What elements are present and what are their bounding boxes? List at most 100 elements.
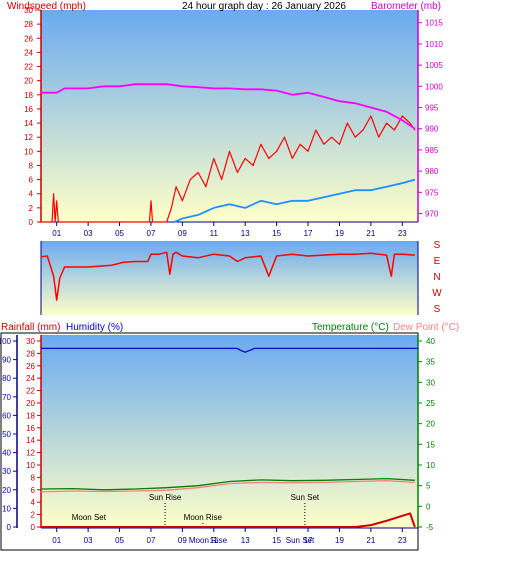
series-line-humidity <box>41 347 418 353</box>
temperature-tick-label: 20 <box>426 420 435 429</box>
direction-plot-area <box>41 241 418 315</box>
compass-labels: S E N W S <box>432 240 442 315</box>
direction-series <box>40 251 415 301</box>
rain-tick-label: 10 <box>26 461 35 470</box>
humidity-tick-label: 80 <box>2 374 11 383</box>
humidity-tick-label: 20 <box>2 486 11 495</box>
hour-tick-label: 17 <box>304 536 313 545</box>
windspeed-tick-label: 22 <box>24 63 33 72</box>
humidity-tick-label: 60 <box>2 411 11 420</box>
windspeed-tick-label: 26 <box>24 34 33 43</box>
hour-tick-label: 19 <box>335 229 344 238</box>
windspeed-tick-label: 10 <box>24 147 33 156</box>
hour-tick-label: 07 <box>147 536 156 545</box>
rain-tick-label: 4 <box>31 498 36 507</box>
rain-tick-label: 16 <box>26 424 35 433</box>
hour-tick-label: 19 <box>335 536 344 545</box>
barometer-tick-label: 975 <box>425 188 439 197</box>
hour-tick-label: 23 <box>398 229 407 238</box>
series-line-dewpoint <box>40 480 415 493</box>
rain-tick-label: 20 <box>26 399 35 408</box>
barometer-tick-label: 990 <box>425 125 439 134</box>
rain-tick-label: 28 <box>26 349 35 358</box>
rain-tick-label: 8 <box>31 473 36 482</box>
humidity-tick-label: 90 <box>2 356 11 365</box>
compass-label: N <box>433 272 440 283</box>
barometer-tick-label: 995 <box>425 104 439 113</box>
lower-plot-area <box>41 335 418 528</box>
hour-tick-label: 09 <box>178 536 187 545</box>
humidity-tick-label: 30 <box>2 467 11 476</box>
lower-series <box>40 347 418 528</box>
hour-tick-label: 01 <box>52 536 61 545</box>
barometer-tick-label: 980 <box>425 167 439 176</box>
hour-tick-label: 03 <box>84 229 93 238</box>
barometer-tick-label: 1005 <box>425 61 443 70</box>
barometer-axis-title: Barometer (mb) <box>371 1 441 12</box>
barometer-tick-label: 985 <box>425 146 439 155</box>
hour-tick-label: 11 <box>210 229 219 238</box>
temperature-tick-label: 0 <box>426 502 431 511</box>
humidity-ticks: 0 10 20 30 40 50 60 70 80 90 100 <box>0 337 17 532</box>
series-line-gust <box>41 115 416 223</box>
series-line-direction <box>40 251 415 301</box>
hour-tick-label: 23 <box>398 536 407 545</box>
hour-tick-label: 03 <box>84 536 93 545</box>
windspeed-tick-label: 30 <box>24 6 33 15</box>
event-label: Moon Rise <box>184 513 223 522</box>
temperature-tick-label: -5 <box>426 523 434 532</box>
rainfall-axis-title: Rainfall (mm) <box>1 322 60 333</box>
windspeed-tick-label: 14 <box>24 119 33 128</box>
hour-tick-label: 15 <box>272 536 281 545</box>
humidity-tick-label: 70 <box>2 393 11 402</box>
wind-hour-ticks: 01 03 05 07 09 11 13 15 17 19 21 23 <box>52 222 407 238</box>
hour-tick-label: 13 <box>241 536 250 545</box>
series-line-barometer <box>41 83 416 130</box>
hour-tick-label: 17 <box>304 229 313 238</box>
rain-tick-label: 24 <box>26 374 35 383</box>
windspeed-tick-label: 8 <box>29 161 34 170</box>
series-line-average <box>174 178 416 223</box>
humidity-tick-label: 50 <box>2 430 11 439</box>
humidity-tick-label: 0 <box>7 523 12 532</box>
rain-tick-label: 18 <box>26 411 35 420</box>
temperature-tick-label: 30 <box>426 378 435 387</box>
temperature-tick-label: 40 <box>426 337 435 346</box>
compass-label: S <box>434 240 441 251</box>
barometer-tick-label: 970 <box>425 210 439 219</box>
astronomical-events: Moon Set Sun Rise Moon Rise Sun Set <box>72 493 320 528</box>
temperature-tick-label: 5 <box>426 482 431 491</box>
temperature-tick-label: 10 <box>426 461 435 470</box>
axis-overlay-label: Sun Set <box>286 536 315 545</box>
rain-tick-label: 14 <box>26 436 35 445</box>
barometer-tick-label: 1015 <box>425 19 443 28</box>
barometer-tick-label: 1000 <box>425 82 443 91</box>
windspeed-tick-label: 16 <box>24 105 33 114</box>
windspeed-tick-label: 12 <box>24 133 33 142</box>
humidity-axis-title: Humidity (%) <box>66 322 123 333</box>
windspeed-axis-title: Windspeed (mph) <box>7 1 86 12</box>
temperature-tick-label: 15 <box>426 440 435 449</box>
temperature-tick-label: 35 <box>426 358 435 367</box>
windspeed-tick-label: 20 <box>24 77 33 86</box>
hour-tick-label: 05 <box>115 536 124 545</box>
hour-tick-label: 07 <box>147 229 156 238</box>
windspeed-tick-label: 2 <box>29 204 34 213</box>
rain-tick-label: 6 <box>31 486 36 495</box>
hour-tick-label: 21 <box>366 536 375 545</box>
humidity-tick-label: 100 <box>0 337 12 346</box>
windspeed-tick-label: 24 <box>24 48 33 57</box>
compass-label: S <box>434 304 441 315</box>
rain-tick-label: 30 <box>26 337 35 346</box>
dewpoint-axis-title: Dew Point (°C) <box>393 322 459 333</box>
windspeed-tick-label: 18 <box>24 91 33 100</box>
rain-tick-label: 0 <box>31 523 36 532</box>
event-label: Moon Set <box>72 513 107 522</box>
axis-overlay-label: Moon Rise <box>189 536 228 545</box>
event-label: Sun Set <box>291 493 320 502</box>
windspeed-tick-label: 28 <box>24 20 33 29</box>
hour-tick-label: 11 <box>210 536 219 545</box>
